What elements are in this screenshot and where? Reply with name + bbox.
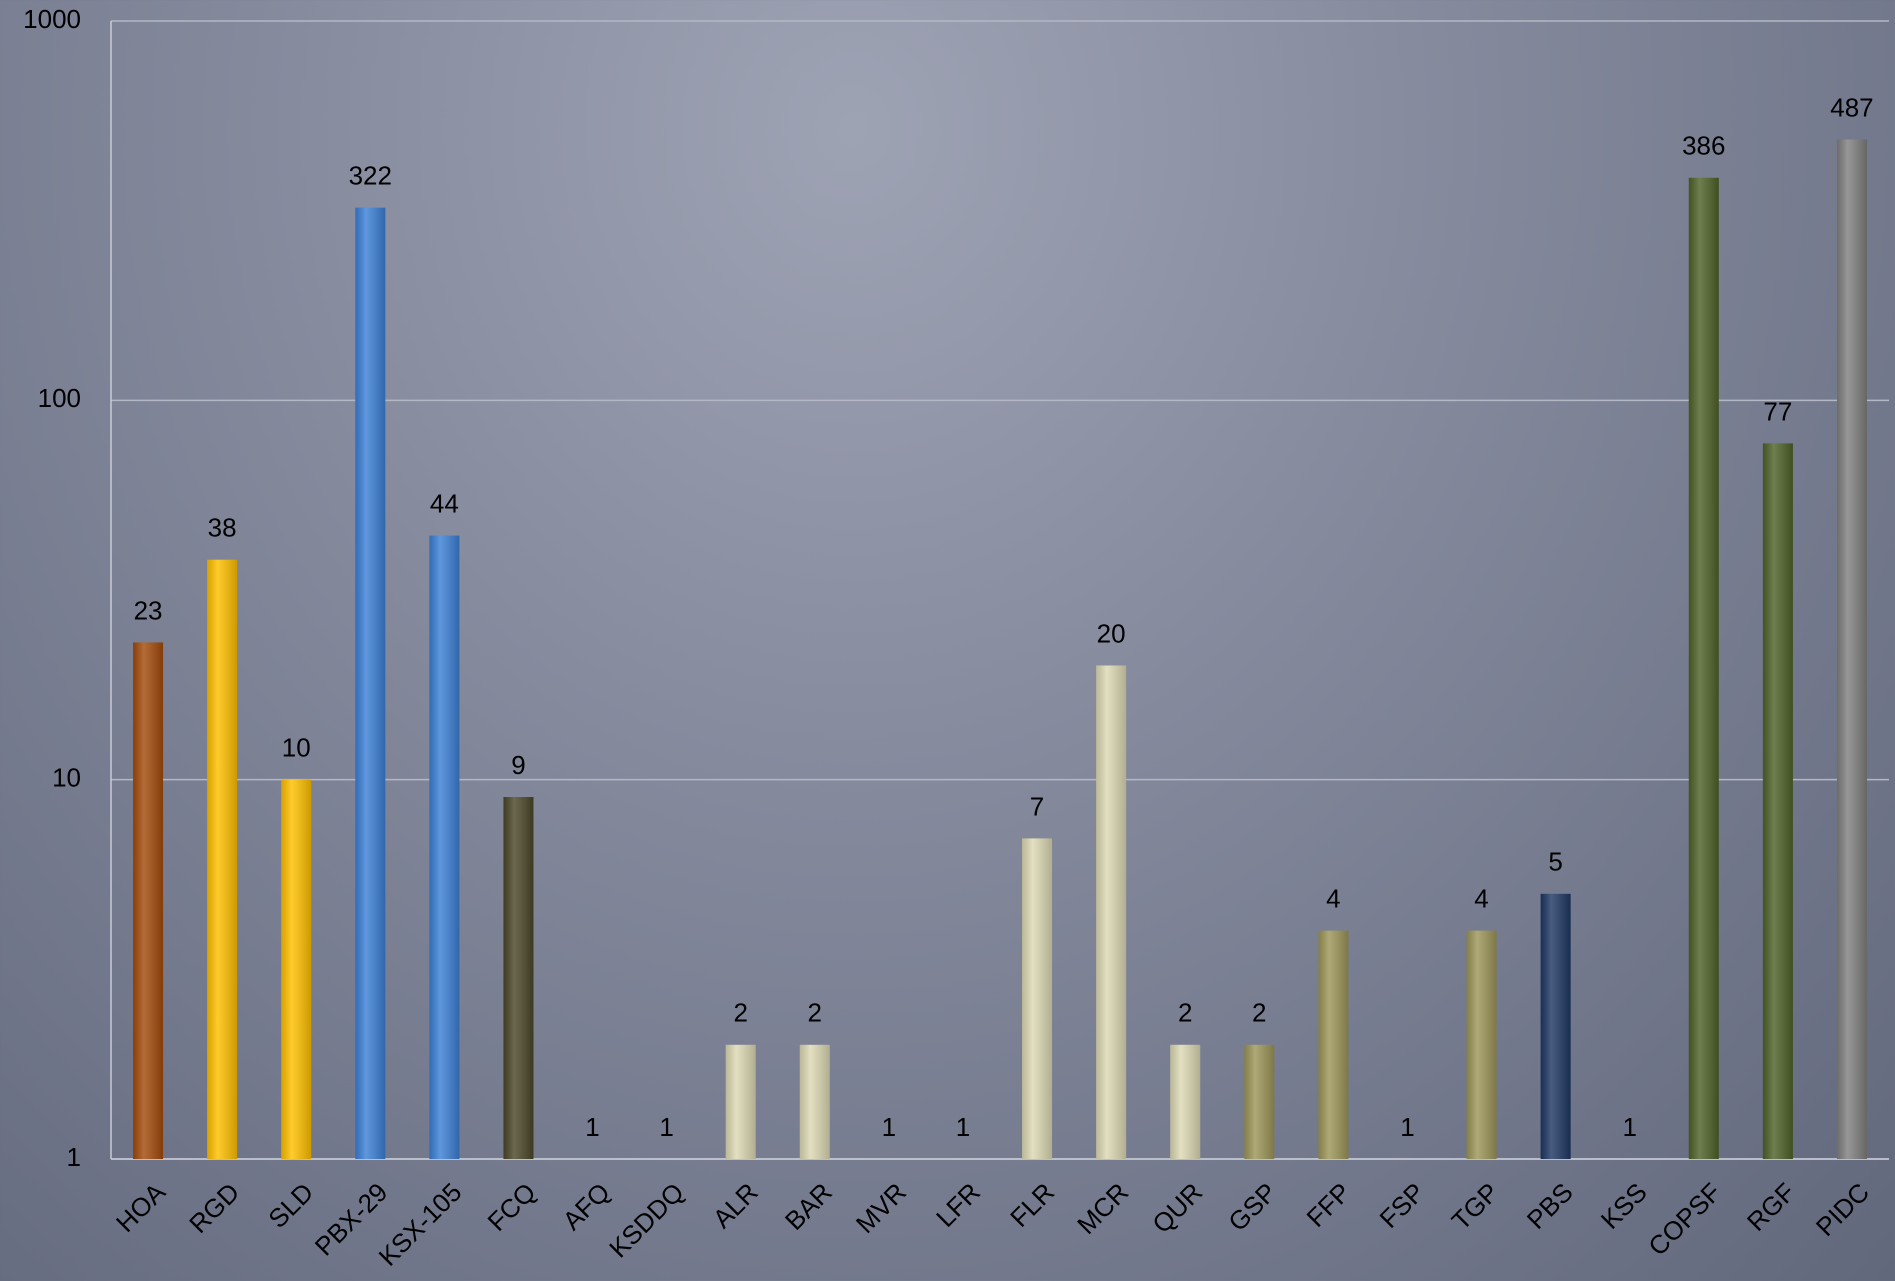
bar-shine <box>1466 930 1497 1159</box>
bar-shine <box>1096 665 1127 1159</box>
data-label: 1 <box>882 1112 896 1142</box>
bar-shine <box>429 535 460 1159</box>
data-label: 23 <box>134 595 163 625</box>
x-tick-label: KSX-105 <box>373 1177 468 1272</box>
data-label: 20 <box>1097 618 1126 648</box>
x-tick-label: SLD <box>262 1177 319 1234</box>
x-tick-label: RGF <box>1741 1177 1801 1237</box>
data-label: 322 <box>349 161 392 191</box>
bar-shine <box>1762 443 1793 1159</box>
x-tick-label: QUR <box>1146 1177 1208 1239</box>
data-label: 386 <box>1682 131 1725 161</box>
data-label: 1 <box>956 1112 970 1142</box>
bar-shine <box>1244 1044 1275 1159</box>
data-label: 2 <box>1252 998 1266 1028</box>
y-tick-label: 1 <box>67 1142 81 1172</box>
bar-shine <box>355 207 386 1160</box>
data-label: 487 <box>1830 92 1873 122</box>
bar-shine <box>1318 930 1349 1159</box>
data-label: 2 <box>808 998 822 1028</box>
y-tick-label: 10 <box>52 763 81 793</box>
data-label: 1 <box>1622 1112 1636 1142</box>
data-label: 44 <box>430 488 459 518</box>
data-label: 38 <box>208 513 237 543</box>
bar-shine <box>725 1044 756 1159</box>
x-tick-label: LFR <box>930 1177 986 1233</box>
bar-shine <box>281 779 312 1159</box>
bar-shine <box>1836 139 1867 1159</box>
data-label: 2 <box>733 998 747 1028</box>
data-label: 1 <box>585 1112 599 1142</box>
x-tick-label: HOA <box>110 1176 172 1238</box>
x-tick-label: RGD <box>183 1177 245 1239</box>
x-tick-label: FLR <box>1004 1177 1060 1233</box>
data-label: 4 <box>1326 883 1340 913</box>
bar-shine <box>1688 177 1719 1159</box>
x-tick-label: PIDC <box>1810 1177 1875 1242</box>
y-tick-label: 100 <box>38 383 81 413</box>
x-tick-label: PBS <box>1521 1177 1579 1235</box>
bar-shine <box>1022 838 1053 1159</box>
data-label: 77 <box>1763 396 1792 426</box>
x-tick-label: TGP <box>1446 1177 1505 1236</box>
x-tick-label: GSP <box>1222 1177 1282 1237</box>
data-label: 9 <box>511 750 525 780</box>
y-tick-label: 1000 <box>23 4 81 34</box>
data-label: 1 <box>659 1112 673 1142</box>
x-tick-label: COPSF <box>1642 1177 1727 1262</box>
x-tick-label: FCQ <box>482 1177 542 1237</box>
x-tick-label: ALR <box>707 1177 764 1234</box>
x-tick-label: FSP <box>1374 1177 1431 1234</box>
data-label: 7 <box>1030 791 1044 821</box>
x-tick-label: FFP <box>1301 1177 1357 1233</box>
x-tick-label: KSS <box>1595 1177 1653 1235</box>
data-label: 1 <box>1400 1112 1414 1142</box>
bar-shine <box>1540 893 1571 1159</box>
data-label: 2 <box>1178 998 1192 1028</box>
bar-shine <box>1170 1044 1201 1159</box>
x-tick-label: MVR <box>850 1177 912 1239</box>
data-label: 5 <box>1548 847 1562 877</box>
x-tick-label: KSDDQ <box>603 1177 690 1264</box>
data-label: 10 <box>282 733 311 763</box>
x-tick-label: AFQ <box>557 1177 616 1236</box>
x-tick-label: MCR <box>1071 1177 1134 1240</box>
bar-shine <box>799 1044 830 1159</box>
bar-shine <box>207 559 238 1159</box>
x-tick-label: BAR <box>779 1177 838 1236</box>
bar-shine <box>133 642 164 1159</box>
bar-shine <box>503 797 534 1159</box>
data-label: 4 <box>1474 883 1488 913</box>
